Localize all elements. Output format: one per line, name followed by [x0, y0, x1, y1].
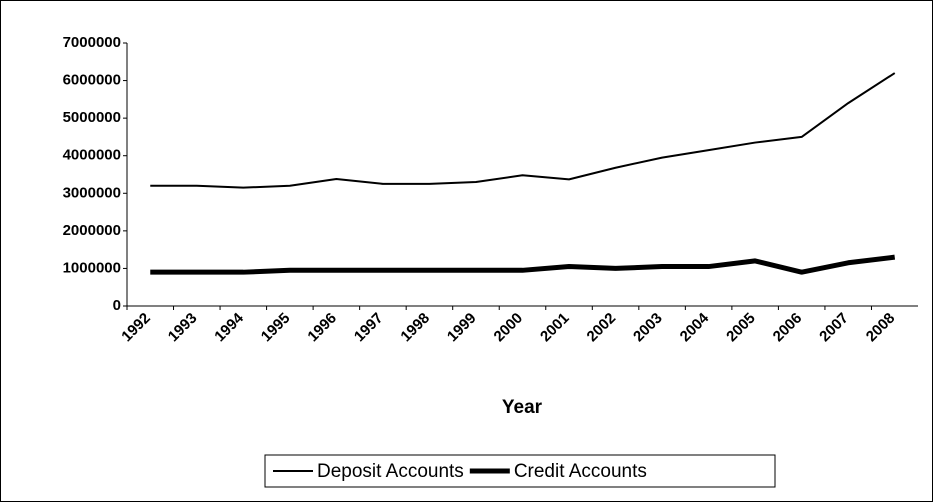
- y-tick-label: 1000000: [63, 259, 121, 276]
- legend-label: Credit Accounts: [514, 461, 647, 482]
- y-tick-label: 5000000: [63, 109, 121, 126]
- legend-label: Deposit Accounts: [317, 461, 464, 482]
- y-tick-label: 7000000: [63, 34, 121, 51]
- series-line: [150, 72, 896, 189]
- y-tick-label: 3000000: [63, 184, 121, 201]
- series-line: [150, 254, 896, 275]
- y-tick-label: 2000000: [63, 222, 121, 239]
- x-axis-title: Year: [502, 397, 543, 418]
- y-tick-label: 4000000: [63, 147, 121, 164]
- legend-box: [264, 454, 776, 488]
- y-tick-label: 0: [113, 297, 121, 314]
- y-tick-label: 6000000: [63, 72, 121, 89]
